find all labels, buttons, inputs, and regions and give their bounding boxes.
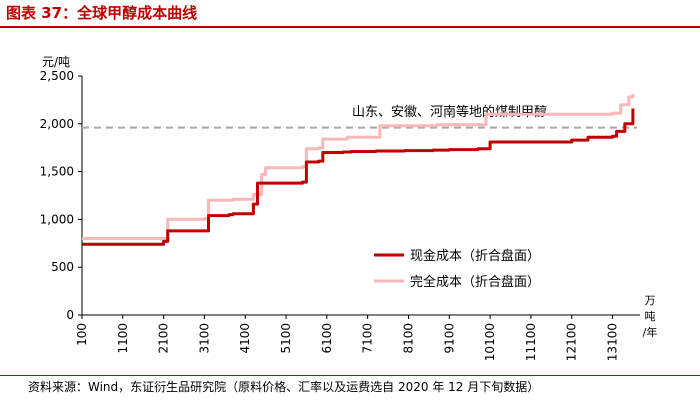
source-note: 资料来源：Wind，东证衍生品研究院（原料价格、汇率以及运费选自 2020 年 … [28,380,540,394]
legend-label-full-cost: 完全成本（折合盘面） [410,274,540,290]
source-divider [0,375,700,376]
x-tick-label: 8100 [401,323,415,354]
y-tick-label: 1,000 [40,212,74,226]
y-tick-label: 2,000 [40,117,74,131]
x-axis-label-1: 万 [645,294,656,307]
y-tick-label: 1,500 [40,165,74,179]
legend: 现金成本（折合盘面） 完全成本（折合盘面） [374,248,540,290]
x-tick-label: 5100 [279,323,293,354]
x-tick-label: 10100 [483,323,497,361]
reference-line-label: 山东、安徽、河南等地的煤制甲醇 [352,104,547,120]
x-tick-label: 11100 [524,323,538,361]
full-cost-line [82,94,635,240]
title-divider [0,26,700,28]
x-tick-label: 9100 [442,323,456,354]
legend-label-cash-cost: 现金成本（折合盘面） [410,248,540,264]
x-tick-label: 100 [75,323,89,346]
x-tick-label: 4100 [238,323,252,354]
y-axis-label: 元/吨 [42,55,70,69]
x-tick-label: 2100 [157,323,171,354]
y-tick-label: 500 [51,260,74,274]
x-tick-label: 6100 [320,323,334,354]
x-tick-label: 1100 [116,323,130,354]
x-axis-label-2: 吨 [645,310,656,323]
y-tick-label: 0 [66,308,74,322]
figure-title: 图表 37：全球甲醇成本曲线 [6,4,198,22]
x-tick-label: 12100 [565,323,579,361]
x-axis-label-3: /年 [643,325,658,339]
cash-cost-line [82,108,635,246]
x-tick-label: 7100 [361,323,375,354]
cost-curve-chart: 元/吨 万 吨 /年 0 500 1,000 1,500 2,000 2,500 100 1… [40,55,658,361]
x-tick-label: 3100 [197,323,211,354]
x-tick-label: 13100 [606,323,620,361]
y-tick-label: 2,500 [40,69,74,83]
